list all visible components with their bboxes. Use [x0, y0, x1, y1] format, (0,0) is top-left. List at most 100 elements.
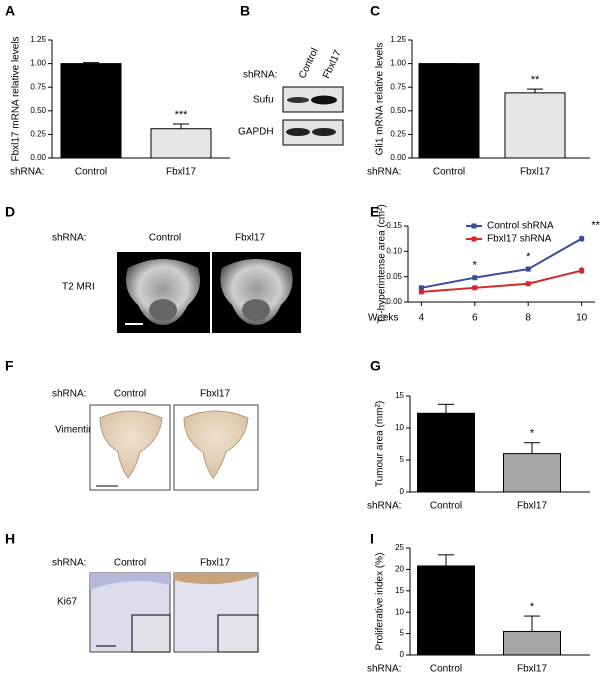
panel-letter: C	[370, 3, 380, 19]
bar	[504, 92, 566, 159]
x-tick-label: Fbxl17	[520, 167, 550, 178]
legend-marker	[471, 223, 477, 229]
column-label: Fbxl17	[321, 48, 344, 80]
legend-label: Control shRNA	[487, 221, 554, 232]
panel-letter: E	[370, 204, 379, 220]
panel-letter: B	[240, 3, 250, 19]
y-tick-label: 20	[395, 565, 404, 574]
shrna-label: shRNA:	[52, 233, 86, 244]
x-tick-label: Fbxl17	[166, 167, 196, 178]
column-label: Control	[114, 389, 146, 400]
legend-marker	[471, 236, 477, 242]
y-tick-label: 0.50	[390, 106, 406, 115]
bar	[150, 128, 212, 159]
marker	[418, 285, 424, 291]
shrna-label: shRNA:	[367, 167, 401, 178]
x-tick-label: Control	[430, 664, 462, 675]
x-tick-label: Control	[430, 501, 462, 512]
y-axis-label: Fbxl17 mRNA relative levels	[11, 36, 22, 161]
y-tick-label: 5	[400, 455, 405, 464]
y-axis-label: T₂-hyperintense area (cm²)	[377, 204, 388, 323]
significance: *	[526, 251, 531, 263]
y-tick-label: 25	[395, 543, 404, 552]
marker	[579, 236, 585, 242]
column-label: Control	[149, 233, 181, 244]
y-tick-label: 0.00	[390, 153, 406, 162]
marker	[418, 289, 424, 295]
mri-image	[117, 252, 301, 333]
bar	[418, 63, 480, 159]
y-tick-label: 0.05	[386, 272, 402, 281]
ihc-image	[89, 572, 259, 653]
bar	[503, 630, 561, 656]
x-tick-label: Control	[75, 167, 107, 178]
y-tick-label: 0.50	[30, 106, 46, 115]
bar	[417, 412, 475, 493]
column-label: Fbxl17	[200, 558, 230, 569]
significance: **	[531, 74, 540, 86]
blot	[282, 86, 344, 146]
bar	[60, 63, 122, 159]
significance: *	[530, 601, 535, 613]
y-axis-label: Tumour area (mm²)	[375, 401, 386, 487]
y-axis-label: Gli1 mRNA relative levels	[375, 43, 386, 156]
panel-letter: H	[5, 531, 15, 547]
y-tick-label: 0	[400, 650, 405, 659]
y-tick-label: 1.25	[390, 35, 406, 44]
shrna-label: shRNA:	[367, 501, 401, 512]
x-tick-label: 8	[525, 313, 531, 324]
y-tick-label: 0.75	[30, 82, 46, 91]
x-tick-label: Fbxl17	[517, 501, 547, 512]
y-tick-label: 0.25	[30, 130, 46, 139]
y-tick-label: 1.00	[30, 59, 46, 68]
row-label: T2 MRI	[62, 282, 95, 293]
y-tick-label: 0.10	[386, 246, 402, 255]
shrna-label: shRNA:	[10, 167, 44, 178]
significance: **	[591, 220, 600, 232]
legend-label: Fbxl17 shRNA	[487, 234, 552, 245]
y-tick-label: 1.25	[30, 35, 46, 44]
y-tick-label: 0.00	[386, 297, 402, 306]
y-axis-label: Proliferative index (%)	[375, 553, 386, 651]
series-line	[421, 237, 583, 289]
x-tick-label: 4	[419, 313, 425, 324]
column-label: Control	[297, 47, 321, 81]
marker	[472, 275, 478, 281]
row-label: Vimentin	[55, 425, 94, 436]
panel-letter: G	[370, 358, 381, 374]
marker	[579, 268, 585, 274]
ihc-image	[89, 404, 259, 491]
panel-letter: I	[370, 531, 374, 547]
y-tick-label: 5	[400, 629, 405, 638]
x-tick-label: Control	[433, 167, 465, 178]
x-tick-label: 10	[576, 313, 588, 324]
y-tick-label: 10	[395, 607, 404, 616]
column-label: Fbxl17	[235, 233, 265, 244]
row-label: GAPDH	[238, 127, 274, 138]
y-tick-label: 10	[395, 423, 404, 432]
bar	[503, 453, 561, 493]
panel-letter: A	[5, 3, 15, 19]
y-tick-label: 1.00	[390, 59, 406, 68]
marker	[525, 266, 531, 272]
shrna-label: shRNA:	[367, 664, 401, 675]
y-tick-label: 15	[395, 391, 404, 400]
series-line	[421, 269, 582, 293]
row-label: Ki67	[57, 597, 77, 608]
column-label: Fbxl17	[200, 389, 230, 400]
y-tick-label: 15	[395, 586, 404, 595]
bar	[417, 565, 475, 656]
panel-letter: F	[5, 358, 14, 374]
marker	[525, 281, 531, 287]
x-tick-label: 6	[472, 313, 478, 324]
significance: ***	[175, 109, 189, 121]
column-label: Control	[114, 558, 146, 569]
shrna-label: shRNA:	[52, 389, 86, 400]
x-axis-label: Weeks	[368, 313, 398, 324]
y-tick-label: 0.15	[386, 221, 402, 230]
shrna-label: shRNA:	[52, 558, 86, 569]
y-tick-label: 0.00	[30, 153, 46, 162]
row-label: Sufu	[253, 95, 274, 106]
y-tick-label: 0	[400, 487, 405, 496]
